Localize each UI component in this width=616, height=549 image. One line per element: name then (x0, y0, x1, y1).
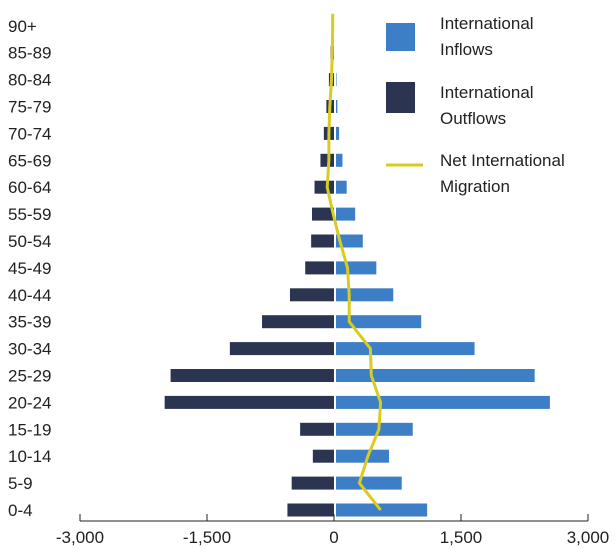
outflow-bar-40-44 (290, 288, 334, 301)
age-label-45-49: 45-49 (8, 259, 51, 278)
x-tick-label-3: 1,500 (440, 528, 483, 547)
inflow-bar-55-59 (336, 208, 355, 221)
inflow-bar-60-64 (336, 181, 347, 194)
age-label-0-4: 0-4 (8, 501, 33, 520)
age-label-90+: 90+ (8, 17, 37, 36)
age-label-50-54: 50-54 (8, 232, 51, 251)
legend-net-label-line2: Migration (440, 177, 510, 196)
age-label-70-74: 70-74 (8, 124, 51, 143)
inflow-bar-20-24 (336, 396, 550, 409)
age-label-35-39: 35-39 (8, 313, 51, 332)
legend-inflow-label-line2: Inflows (440, 40, 493, 59)
age-label-15-19: 15-19 (8, 420, 51, 439)
inflow-bar-10-14 (336, 450, 389, 463)
legend-net-label-line1: Net International (440, 151, 565, 170)
age-label-55-59: 55-59 (8, 205, 51, 224)
age-label-75-79: 75-79 (8, 98, 51, 117)
age-label-80-84: 80-84 (8, 71, 51, 90)
inflow-bar-70-74 (336, 127, 339, 140)
inflow-bar-75-79 (336, 100, 337, 113)
inflow-bar-25-29 (336, 369, 535, 382)
age-label-5-9: 5-9 (8, 474, 33, 493)
age-label-40-44: 40-44 (8, 286, 51, 305)
age-label-30-34: 30-34 (8, 340, 51, 359)
inflow-bar-40-44 (336, 288, 393, 301)
inflow-bar-65-69 (336, 154, 342, 167)
inflow-bar-5-9 (336, 477, 402, 490)
inflow-bar-45-49 (336, 261, 376, 274)
legend-outflow-label-line1: International (440, 83, 534, 102)
inflow-bar-15-19 (336, 423, 413, 436)
x-tick-label-0: -3,000 (56, 528, 104, 547)
outflow-bar-5-9 (292, 477, 334, 490)
age-label-20-24: 20-24 (8, 393, 51, 412)
inflow-bars (336, 73, 550, 516)
age-group-labels: 0-4 5-9 10-14 15-19 20-24 25-29 30-34 35-39 40-4… (8, 17, 51, 520)
x-tick-label-1: -1,500 (183, 528, 231, 547)
legend-outflow-label-line2: Outflows (440, 109, 506, 128)
outflow-bar-35-39 (262, 315, 334, 328)
legend-inflow-swatch (386, 23, 415, 51)
outflow-bar-25-29 (171, 369, 334, 382)
age-label-10-14: 10-14 (8, 447, 51, 466)
legend-outflow-swatch (386, 82, 415, 113)
outflow-bar-30-34 (230, 342, 334, 355)
age-label-25-29: 25-29 (8, 367, 51, 386)
outflow-bar-15-19 (300, 423, 334, 436)
x-axis: -3,000 -1,500 0 1,500 3,000 (56, 514, 609, 547)
outflow-bar-50-54 (311, 235, 334, 248)
outflow-bars (165, 19, 334, 516)
outflow-bar-20-24 (165, 396, 334, 409)
outflow-bar-45-49 (305, 261, 334, 274)
outflow-bar-10-14 (313, 450, 334, 463)
legend-inflow-label-line1: International (440, 14, 534, 33)
age-label-85-89: 85-89 (8, 44, 51, 63)
inflow-bar-30-34 (336, 342, 475, 355)
inflow-bar-0-4 (336, 504, 427, 517)
x-tick-label-4: 3,000 (567, 528, 610, 547)
outflow-bar-0-4 (287, 504, 334, 517)
age-label-65-69: 65-69 (8, 151, 51, 170)
outflow-bar-60-64 (315, 181, 334, 194)
inflow-bar-80-84 (336, 73, 337, 86)
legend: International Inflows International Outf… (386, 14, 565, 196)
age-label-60-64: 60-64 (8, 178, 51, 197)
x-tick-label-2: 0 (329, 528, 338, 547)
